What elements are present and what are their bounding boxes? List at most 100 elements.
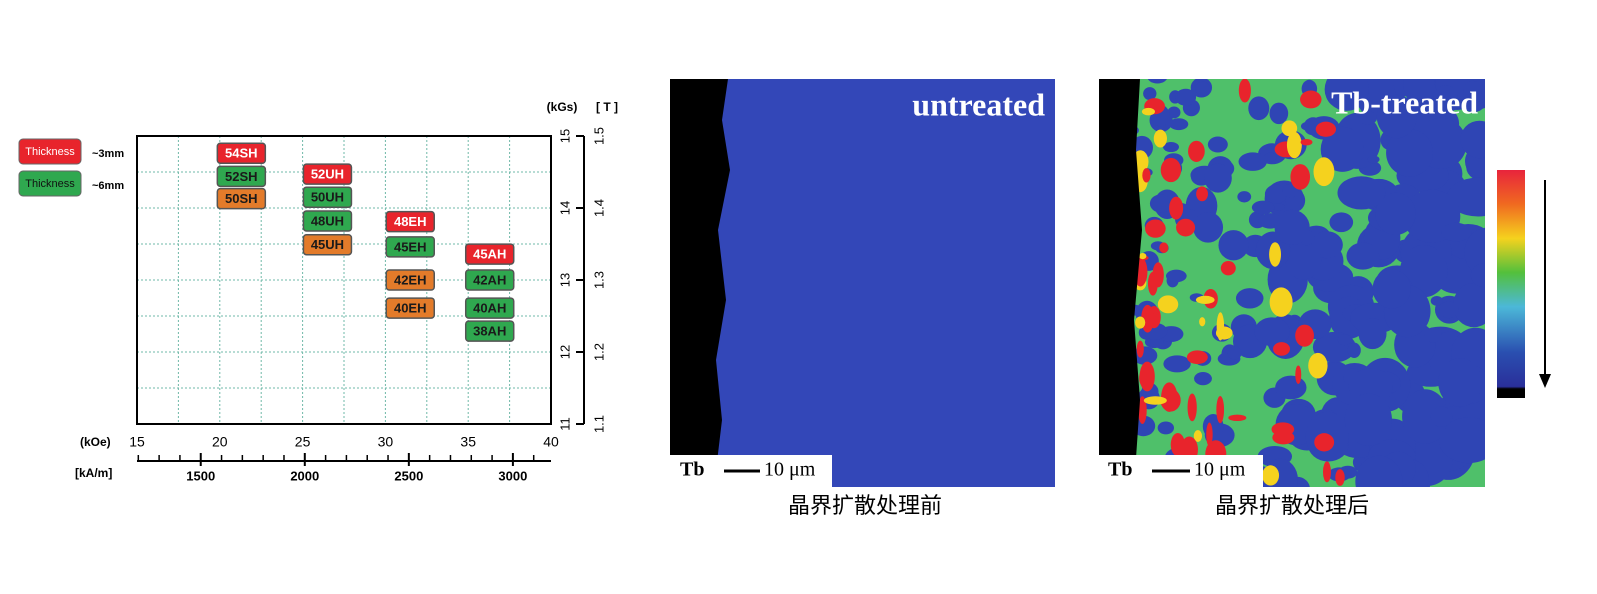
hotspot	[1176, 218, 1196, 237]
grade-label: 42EH	[394, 272, 427, 287]
x2-axis-label: [kA/m]	[75, 466, 112, 480]
grade-box	[464, 320, 515, 342]
hotspot	[1238, 79, 1251, 103]
y2-tick-label: 1.1	[591, 415, 606, 433]
image-caption: 晶界扩散处理后	[1215, 493, 1369, 518]
grain	[1274, 209, 1310, 245]
grain	[1355, 455, 1403, 487]
hotspot	[1195, 295, 1215, 305]
grain	[1195, 81, 1211, 96]
hotspot	[1295, 324, 1314, 347]
grade-box	[216, 165, 267, 188]
grain	[1324, 79, 1369, 111]
grade-box	[464, 243, 515, 265]
legend-label: Thickness	[25, 146, 75, 158]
x2-tick-label: 2000	[290, 468, 319, 483]
hotspot	[1220, 260, 1236, 276]
hotspot	[1157, 295, 1179, 314]
hotspot	[1228, 414, 1247, 422]
grade-label: 40AH	[473, 301, 506, 316]
arrow-head	[1539, 374, 1551, 388]
image-caption: 晶界扩散处理前	[788, 493, 942, 518]
hotspot	[1290, 164, 1311, 190]
hotspot	[1216, 312, 1225, 341]
x-tick-label: 40	[543, 434, 559, 450]
grade-label: 50UH	[311, 190, 344, 205]
y-tick-label: 13	[557, 273, 572, 287]
grain	[1163, 142, 1179, 153]
grade-box	[385, 297, 435, 319]
micrograph-untreated	[670, 79, 1055, 487]
hotspot	[1300, 90, 1322, 109]
grain	[1367, 155, 1380, 164]
grain	[1248, 96, 1270, 121]
grain	[1386, 129, 1434, 177]
grade-label: 50SH	[225, 191, 258, 206]
y2-tick-label: 1.2	[591, 343, 606, 361]
grain	[1329, 212, 1354, 233]
hotspot	[1142, 168, 1151, 183]
grain	[1375, 192, 1416, 236]
y-tick-label: 14	[557, 201, 572, 215]
x-axis-label: (kOe)	[80, 435, 111, 449]
y2-axis-label: [ T ]	[596, 100, 618, 114]
hotspot	[1269, 287, 1293, 317]
hotspot	[1169, 196, 1184, 220]
grain	[1460, 120, 1485, 159]
grade-label: 52SH	[225, 169, 258, 184]
grain	[1193, 212, 1224, 243]
x-tick-label: 35	[460, 434, 476, 450]
hotspot	[1271, 422, 1295, 437]
grain	[1147, 79, 1168, 84]
grain	[1320, 126, 1365, 172]
hotspot	[1308, 352, 1328, 379]
grain	[1424, 327, 1443, 343]
plot-frame	[136, 135, 552, 425]
grain	[1285, 241, 1322, 280]
grade-label: 40EH	[394, 301, 427, 316]
grain	[1237, 191, 1252, 203]
scale-element: Tb	[1108, 459, 1132, 481]
grain	[1275, 375, 1307, 400]
hotspot	[1152, 262, 1164, 288]
grade-box	[464, 269, 515, 291]
x-tick-label: 25	[295, 434, 311, 450]
grade-box	[216, 142, 267, 165]
grade-label: 48EH	[394, 214, 427, 229]
x2-tick-label: 3000	[498, 468, 527, 483]
scale-element: Tb	[680, 459, 704, 481]
grain	[1165, 269, 1187, 283]
y2-tick-label: 1.4	[591, 199, 606, 217]
hotspot	[1313, 157, 1335, 187]
x-tick-label: 20	[212, 434, 228, 450]
hotspot	[1138, 396, 1147, 425]
hotspot	[1262, 465, 1280, 486]
grade-box	[302, 163, 353, 185]
hotspot	[1286, 131, 1302, 159]
grain	[1194, 372, 1212, 386]
grain	[1438, 417, 1485, 464]
hotspot	[1160, 157, 1182, 183]
grade-label: 45EH	[394, 239, 427, 254]
x-tick-label: 15	[129, 434, 145, 450]
scale-length: 10 μm	[764, 459, 816, 481]
grain	[1470, 263, 1485, 288]
hotspot	[1273, 342, 1291, 356]
hotspot	[1139, 361, 1155, 392]
grade-box	[385, 210, 435, 233]
grain	[1157, 421, 1175, 435]
hotspot	[1300, 138, 1313, 146]
grade-box	[302, 210, 353, 232]
grade-box	[216, 187, 267, 210]
grain	[1344, 393, 1392, 446]
hotspot	[1138, 252, 1147, 260]
grain	[1372, 269, 1411, 309]
grade-box	[302, 233, 353, 256]
hotspot	[1314, 433, 1335, 452]
hotspot	[1335, 469, 1345, 486]
grain	[1346, 242, 1380, 270]
hotspot	[1153, 129, 1167, 148]
hotspot	[1199, 317, 1206, 327]
hotspot	[1141, 107, 1155, 116]
